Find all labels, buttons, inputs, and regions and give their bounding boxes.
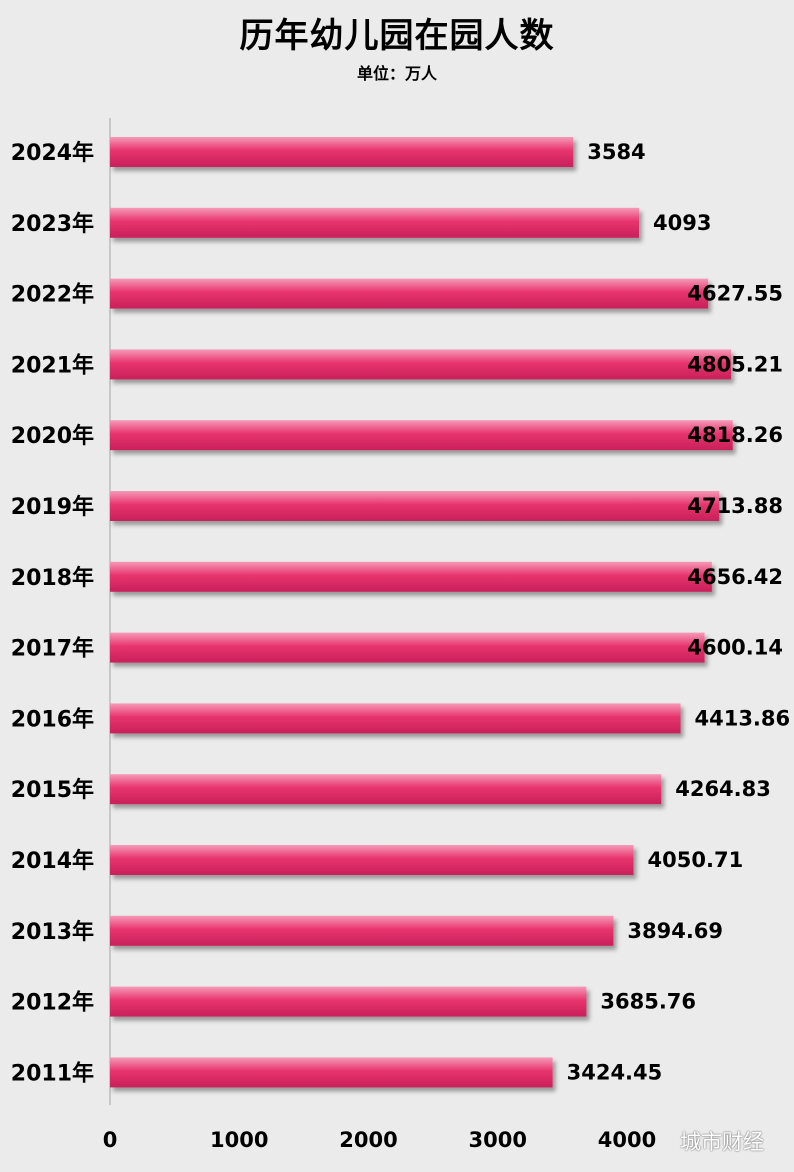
x-tick-label: 3000	[469, 1128, 527, 1152]
y-tick-label: 2024年	[11, 140, 94, 166]
data-label: 4600.14	[687, 636, 783, 660]
chart-subtitle: 单位：万人	[356, 64, 437, 83]
bar	[110, 561, 712, 592]
data-label: 3584	[587, 140, 645, 164]
x-tick-label: 2000	[339, 1128, 397, 1152]
y-tick-label: 2011年	[11, 1060, 94, 1086]
y-tick-label: 2022年	[11, 282, 94, 308]
bar	[110, 207, 640, 238]
bar	[110, 1057, 553, 1088]
bar	[110, 632, 705, 663]
y-tick-label: 2014年	[11, 848, 94, 874]
data-label: 4627.55	[687, 282, 783, 306]
bar	[110, 703, 681, 734]
y-tick-label: 2013年	[11, 919, 94, 945]
bar	[110, 278, 709, 309]
x-tick-label: 1000	[210, 1128, 268, 1152]
y-tick-label: 2019年	[11, 494, 94, 520]
y-tick-label: 2021年	[11, 352, 94, 378]
y-tick-label: 2018年	[11, 565, 94, 591]
watermark: 城市财经	[680, 1130, 764, 1154]
y-tick-label: 2016年	[11, 706, 94, 732]
bar	[110, 137, 574, 167]
bar	[110, 774, 662, 805]
y-tick-label: 2020年	[11, 423, 94, 449]
data-label: 4656.42	[687, 565, 783, 589]
bar	[110, 915, 614, 946]
bar	[110, 986, 587, 1017]
data-label: 4818.26	[687, 423, 783, 447]
data-label: 4264.83	[675, 777, 771, 801]
x-tick-label: 4000	[598, 1128, 656, 1152]
data-label: 3424.45	[567, 1060, 663, 1084]
data-label: 4713.88	[687, 494, 783, 518]
x-tick-label: 0	[103, 1128, 118, 1152]
bar	[110, 420, 733, 451]
data-label: 3685.76	[600, 990, 696, 1014]
data-label: 3894.69	[627, 919, 723, 943]
data-label: 4093	[653, 211, 711, 235]
y-tick-label: 2017年	[11, 636, 94, 662]
chart-title: 历年幼儿园在园人数	[239, 16, 555, 56]
data-label: 4413.86	[694, 706, 790, 730]
bar	[110, 845, 634, 875]
data-label: 4050.71	[648, 848, 744, 872]
bar	[110, 349, 732, 380]
y-tick-label: 2012年	[11, 990, 94, 1016]
data-label: 4805.21	[687, 352, 783, 376]
bar	[110, 491, 720, 521]
y-tick-label: 2023年	[11, 211, 94, 237]
y-tick-label: 2015年	[11, 777, 94, 803]
